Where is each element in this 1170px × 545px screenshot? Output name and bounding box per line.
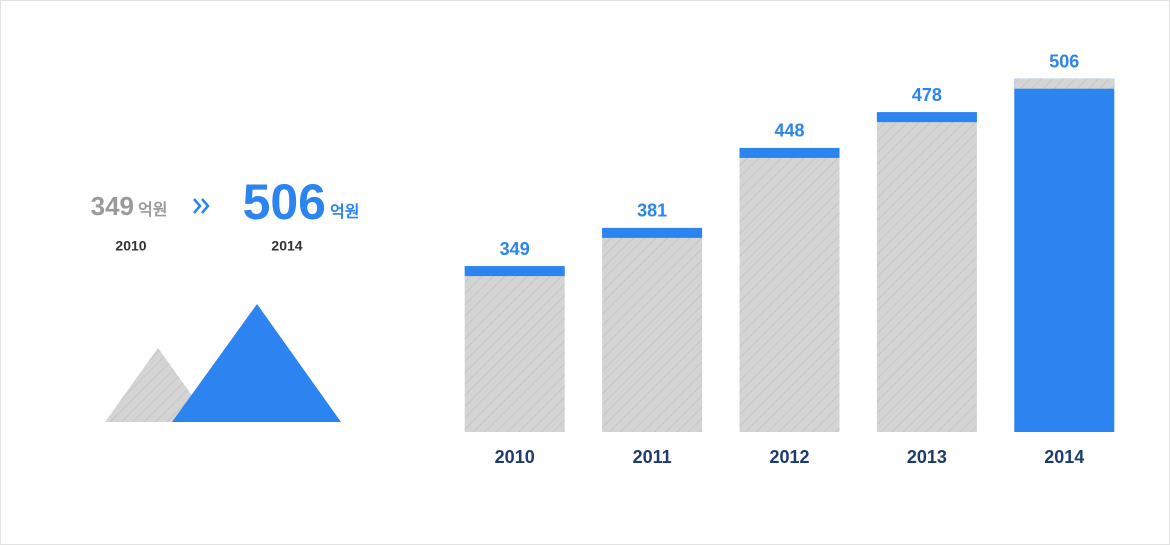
bar (739, 147, 840, 432)
to-year: 2014 (271, 238, 302, 254)
small-mountain (105, 348, 211, 422)
value-label: 448 (774, 121, 804, 141)
bar-cap (739, 147, 840, 158)
to-value: 506 (243, 174, 326, 230)
value-label: 349 (500, 239, 530, 259)
from-unit: 억원 (138, 200, 167, 219)
bar (876, 112, 977, 433)
value-label: 478 (912, 85, 942, 105)
x-tick-label: 2014 (1044, 447, 1084, 467)
value-label: 506 (1049, 51, 1079, 71)
x-tick-label: 2012 (769, 447, 809, 467)
x-tick-label: 2013 (907, 447, 947, 467)
from-value: 349 (91, 191, 134, 221)
bar-cap (876, 112, 977, 123)
from-year: 2010 (115, 238, 146, 254)
x-tick-label: 2010 (495, 447, 535, 467)
bar-cap (464, 266, 565, 277)
bar-cap (602, 227, 703, 238)
to-unit: 억원 (330, 202, 359, 221)
bar-cap (1014, 78, 1115, 89)
arrow-icon (193, 198, 210, 214)
value-label: 381 (637, 201, 667, 221)
bar (1014, 78, 1115, 432)
large-mountain (172, 304, 341, 422)
bar (602, 227, 703, 432)
bar (464, 266, 565, 432)
x-tick-label: 2011 (633, 447, 672, 467)
